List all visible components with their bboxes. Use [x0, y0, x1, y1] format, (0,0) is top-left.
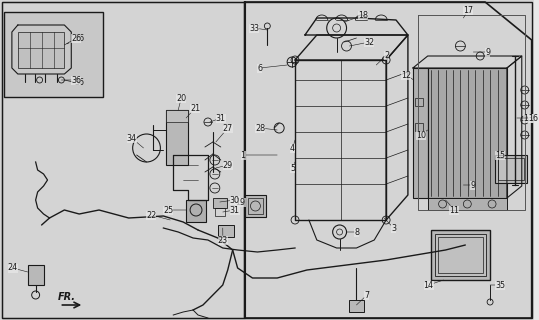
Text: 27: 27 — [216, 124, 233, 142]
Bar — [27, 265, 44, 285]
Bar — [415, 123, 423, 131]
Bar — [167, 110, 188, 165]
Text: 6: 6 — [257, 63, 287, 73]
Text: 16: 16 — [523, 114, 538, 123]
Text: 30: 30 — [220, 196, 240, 204]
Text: 19: 19 — [236, 197, 246, 206]
Bar — [434, 234, 486, 276]
Bar — [349, 300, 364, 312]
Text: 8: 8 — [347, 228, 360, 236]
Text: FR.: FR. — [58, 292, 75, 302]
Text: 34: 34 — [127, 133, 143, 148]
Text: 35: 35 — [490, 281, 505, 290]
Text: 26: 26 — [64, 34, 81, 45]
Text: 36: 36 — [61, 76, 81, 84]
Text: 20: 20 — [176, 93, 186, 110]
Text: 29: 29 — [216, 161, 233, 170]
Bar — [498, 158, 524, 180]
Text: 9: 9 — [464, 180, 475, 189]
Text: 4: 4 — [290, 140, 295, 153]
Text: 33: 33 — [250, 23, 267, 33]
Bar — [438, 237, 483, 273]
Text: 15: 15 — [495, 150, 505, 160]
Bar — [186, 200, 206, 222]
Bar — [4, 12, 103, 97]
Text: 3: 3 — [384, 218, 396, 233]
Text: 36: 36 — [74, 77, 84, 86]
Text: 24: 24 — [8, 263, 27, 273]
Text: 26: 26 — [67, 34, 85, 44]
Text: 12: 12 — [401, 70, 414, 80]
Text: 32: 32 — [349, 37, 375, 46]
Text: 21: 21 — [186, 103, 200, 118]
Text: 1: 1 — [240, 150, 277, 159]
Bar — [215, 208, 225, 216]
Bar — [218, 225, 234, 237]
Text: 18: 18 — [344, 11, 369, 22]
Text: 9: 9 — [473, 47, 490, 57]
Bar — [415, 98, 423, 106]
Bar — [431, 230, 490, 280]
Bar — [247, 198, 264, 214]
Text: 22: 22 — [146, 211, 170, 220]
Bar — [428, 68, 507, 198]
Bar — [167, 110, 188, 122]
Text: 17: 17 — [464, 5, 473, 18]
Text: 2: 2 — [376, 51, 389, 65]
Bar — [428, 198, 507, 210]
Text: 31: 31 — [223, 205, 240, 214]
Text: 28: 28 — [255, 124, 277, 132]
Bar — [495, 155, 527, 183]
Bar — [18, 32, 64, 68]
Text: 14: 14 — [424, 280, 444, 290]
Text: 13: 13 — [517, 114, 533, 123]
Bar — [413, 68, 428, 198]
Text: 10: 10 — [416, 130, 428, 140]
Text: 23: 23 — [218, 228, 228, 244]
Text: 31: 31 — [210, 114, 226, 123]
Text: 5: 5 — [290, 162, 295, 172]
Bar — [213, 198, 227, 208]
Text: 25: 25 — [163, 205, 186, 214]
Text: 7: 7 — [356, 291, 369, 305]
Text: 11: 11 — [446, 200, 459, 214]
Bar — [245, 195, 266, 217]
